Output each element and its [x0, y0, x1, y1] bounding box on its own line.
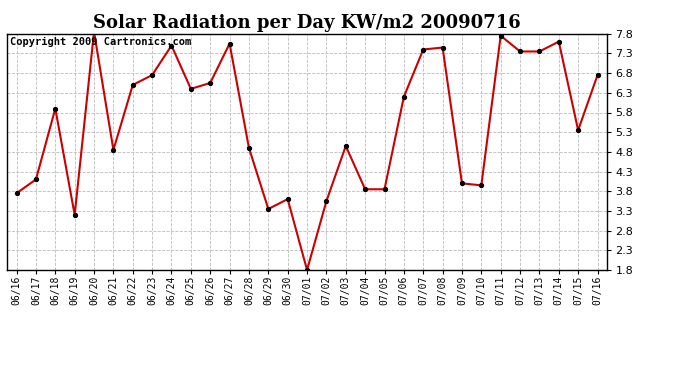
Title: Solar Radiation per Day KW/m2 20090716: Solar Radiation per Day KW/m2 20090716 — [93, 14, 521, 32]
Text: Copyright 2009 Cartronics.com: Copyright 2009 Cartronics.com — [10, 37, 191, 47]
